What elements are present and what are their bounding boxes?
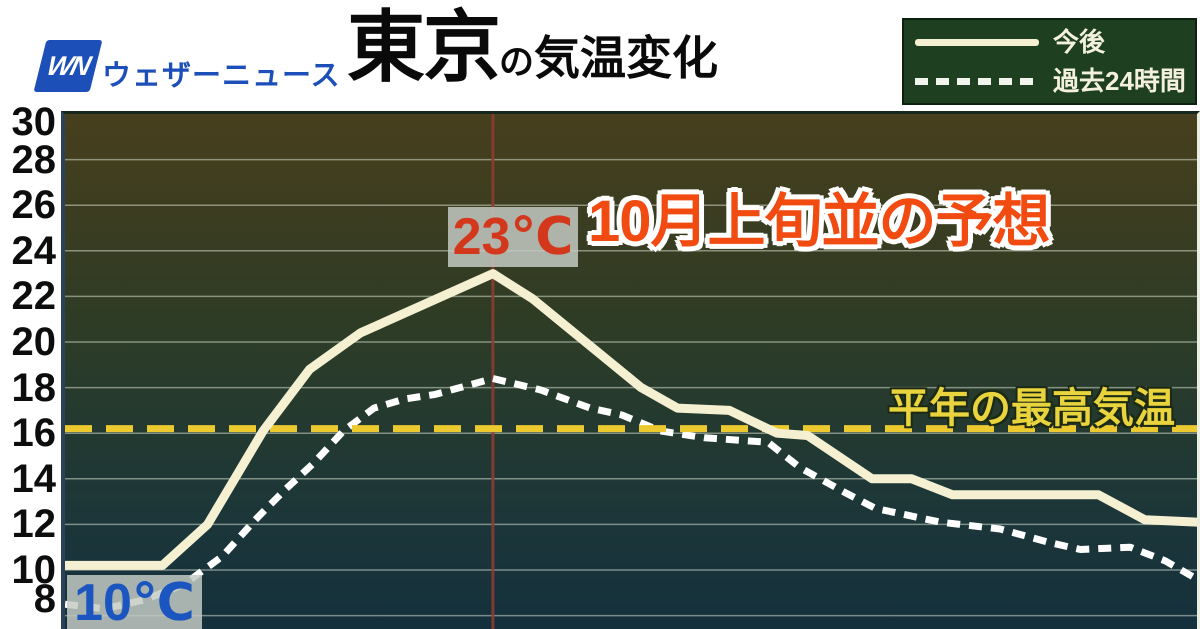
y-axis-tick-10: 10 xyxy=(11,548,57,592)
y-axis-tick-18: 18 xyxy=(11,365,57,410)
y-axis-tick-28: 28 xyxy=(11,137,57,182)
y-axis-labels: 30 28 26 24 22 20 18 16 14 12 10 8 xyxy=(0,0,58,629)
page-title: 東京 の 気温変化 xyxy=(347,0,718,95)
chart-legend: 今後 過去24時間 xyxy=(902,18,1197,105)
forecast-headline: 10月上旬並の予想 xyxy=(588,189,1051,254)
title-city: 東京 xyxy=(347,3,501,91)
y-axis-tick-24: 24 xyxy=(11,228,57,273)
temperature-line-chart xyxy=(65,114,1197,629)
y-axis-tick-20: 20 xyxy=(11,320,57,364)
plot-area xyxy=(61,111,1200,629)
legend-solid-line-sample xyxy=(915,38,1039,46)
peak-temp-badge: 23℃ xyxy=(448,207,578,267)
legend-item-forecast: 今後 xyxy=(904,27,1195,57)
y-axis-tick-12: 12 xyxy=(11,502,57,547)
title-particle: の xyxy=(499,43,535,82)
legend-label-past24h: 過去24時間 xyxy=(1053,66,1186,96)
legend-label-forecast: 今後 xyxy=(1053,27,1106,57)
series-line-forecast xyxy=(65,269,1197,570)
title-rest: 気温変化 xyxy=(534,32,719,84)
y-axis-tick-14: 14 xyxy=(11,456,57,501)
start-temp-badge: 10℃ xyxy=(67,575,202,629)
legend-dashed-line-sample xyxy=(915,77,1039,85)
brand-name: ウェザーニュース xyxy=(102,60,341,92)
y-axis-tick-16: 16 xyxy=(11,411,57,456)
y-axis-tick-22: 22 xyxy=(11,274,57,319)
y-axis-tick-30: 30 xyxy=(11,100,57,144)
series-line-past24h xyxy=(65,375,1197,613)
y-axis-tick-26: 26 xyxy=(11,183,57,228)
y-axis-tick-8: 8 xyxy=(33,577,56,621)
avg-max-temp-label: 平年の最高気温 xyxy=(888,385,1175,431)
legend-item-past24h: 過去24時間 xyxy=(904,66,1195,96)
